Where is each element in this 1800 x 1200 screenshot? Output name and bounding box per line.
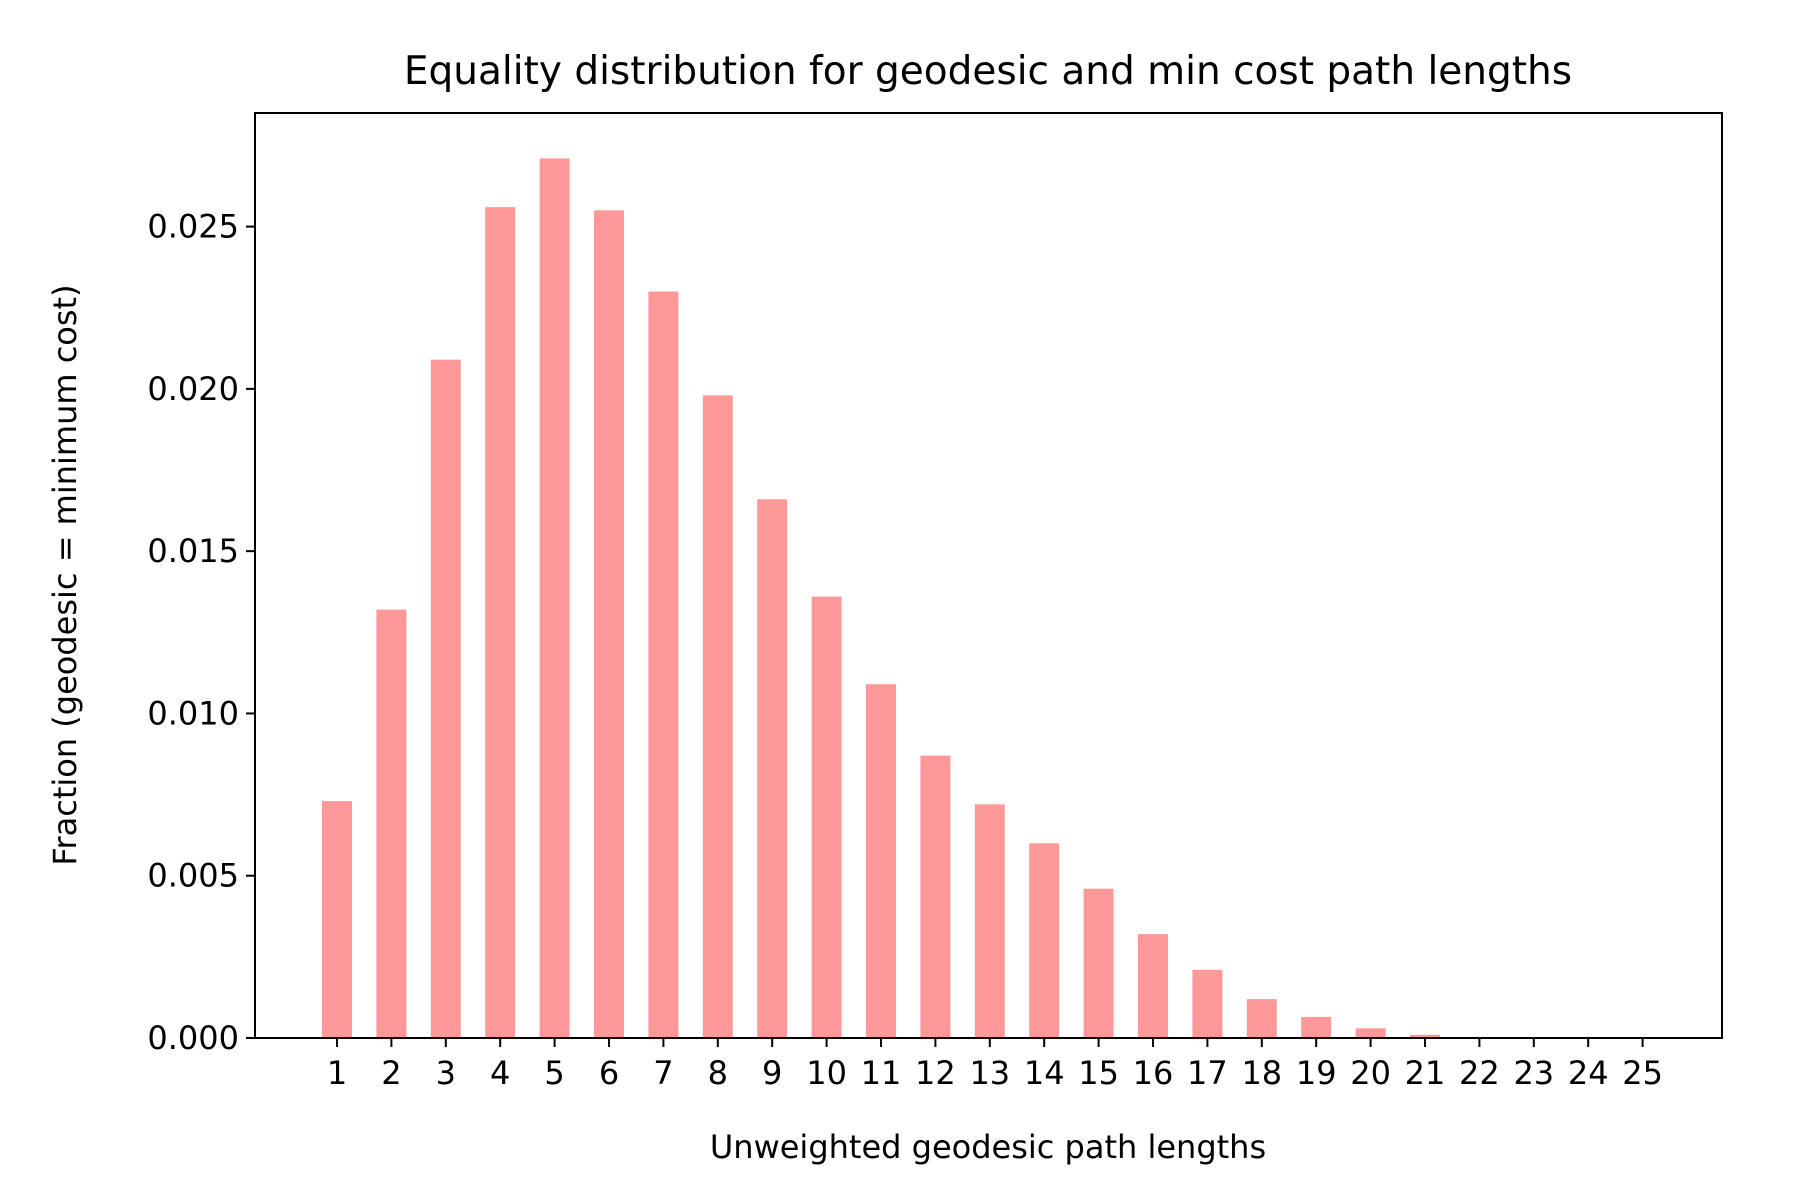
- x-tick-label-9: 9: [762, 1054, 782, 1092]
- x-tick-label-2: 2: [381, 1054, 401, 1092]
- x-tick-label-23: 23: [1513, 1054, 1554, 1092]
- bar-11: [866, 684, 896, 1038]
- x-tick-label-7: 7: [653, 1054, 673, 1092]
- bar-14: [1029, 843, 1060, 1038]
- x-tick-label-18: 18: [1241, 1054, 1282, 1092]
- x-tick-label-24: 24: [1568, 1054, 1609, 1092]
- bar-21: [1410, 1034, 1440, 1038]
- x-tick-label-12: 12: [915, 1054, 956, 1092]
- chart-title: Equality distribution for geodesic and m…: [404, 49, 1572, 94]
- bar-1: [322, 801, 352, 1038]
- bar-3: [430, 359, 461, 1038]
- bar-10: [811, 596, 842, 1038]
- x-tick-label-4: 4: [490, 1054, 510, 1092]
- bar-15: [1083, 888, 1114, 1038]
- bar-4: [485, 207, 516, 1038]
- y-tick-label-1: 0.005: [147, 857, 239, 895]
- plot-frame: [254, 112, 1723, 1039]
- y-tick-label-5: 0.025: [147, 208, 239, 246]
- x-axis-ticks: 1 2 3 4 5 6 7 8 9 10 11 12 13 14 15 16 17 18 19 20 21 22 23 24 2…: [327, 1038, 1663, 1092]
- bar-12: [920, 755, 951, 1038]
- bar-16: [1138, 934, 1168, 1038]
- y-axis-label: Fraction (geodesic = minimum cost): [46, 284, 84, 865]
- bar-7: [648, 291, 679, 1038]
- x-tick-label-20: 20: [1350, 1054, 1391, 1092]
- bar-13: [974, 804, 1005, 1038]
- x-tick-label-1: 1: [327, 1054, 347, 1092]
- bar-20: [1355, 1028, 1386, 1038]
- x-tick-label-19: 19: [1296, 1054, 1337, 1092]
- x-tick-label-22: 22: [1459, 1054, 1500, 1092]
- bar-group: [322, 158, 1658, 1039]
- bar-17: [1192, 969, 1223, 1038]
- x-tick-label-10: 10: [806, 1054, 847, 1092]
- bar-8: [702, 395, 733, 1038]
- bar-6: [594, 210, 624, 1038]
- x-tick-label-3: 3: [436, 1054, 456, 1092]
- x-tick-label-13: 13: [969, 1054, 1010, 1092]
- y-tick-label-3: 0.015: [147, 532, 239, 570]
- x-tick-label-21: 21: [1405, 1054, 1446, 1092]
- x-tick-label-8: 8: [708, 1054, 728, 1092]
- bar-9: [757, 499, 788, 1039]
- y-axis-ticks: 0.000 0.005 0.010 0.015 0.020 0.025: [147, 208, 255, 1057]
- y-tick-label-4: 0.020: [147, 370, 239, 408]
- y-tick-label-0: 0.000: [147, 1019, 239, 1057]
- x-tick-label-14: 14: [1024, 1054, 1065, 1092]
- x-tick-label-5: 5: [544, 1054, 564, 1092]
- x-tick-label-11: 11: [861, 1054, 902, 1092]
- bar-5: [539, 158, 570, 1038]
- y-tick-label-2: 0.010: [147, 694, 239, 732]
- bar-18: [1246, 999, 1277, 1038]
- bar-2: [376, 609, 407, 1038]
- x-tick-label-17: 17: [1187, 1054, 1228, 1092]
- x-tick-label-16: 16: [1133, 1054, 1174, 1092]
- x-tick-label-15: 15: [1078, 1054, 1119, 1092]
- bar-19: [1301, 1016, 1332, 1038]
- x-tick-label-25: 25: [1622, 1054, 1663, 1092]
- x-axis-label: Unweighted geodesic path lengths: [710, 1128, 1266, 1166]
- x-tick-label-6: 6: [599, 1054, 619, 1092]
